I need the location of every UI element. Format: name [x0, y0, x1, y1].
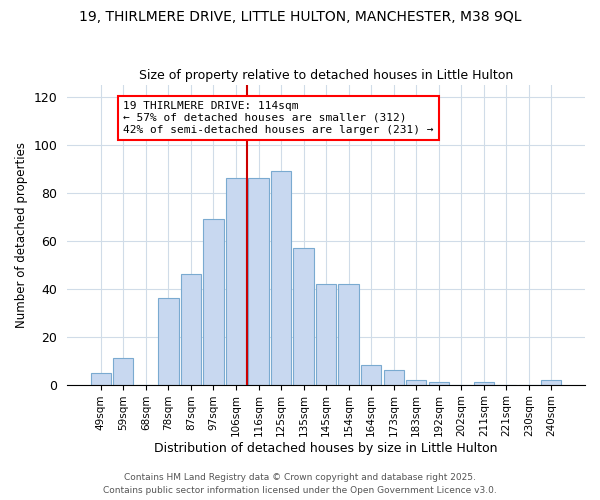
Bar	[181, 274, 201, 384]
Text: 19, THIRLMERE DRIVE, LITTLE HULTON, MANCHESTER, M38 9QL: 19, THIRLMERE DRIVE, LITTLE HULTON, MANC…	[79, 10, 521, 24]
Bar	[113, 358, 133, 384]
Bar	[226, 178, 246, 384]
Bar	[361, 366, 381, 384]
Bar	[406, 380, 427, 384]
Bar	[338, 284, 359, 384]
Bar	[158, 298, 179, 384]
Bar	[203, 219, 224, 384]
Bar	[271, 171, 291, 384]
Title: Size of property relative to detached houses in Little Hulton: Size of property relative to detached ho…	[139, 69, 513, 82]
Bar	[383, 370, 404, 384]
X-axis label: Distribution of detached houses by size in Little Hulton: Distribution of detached houses by size …	[154, 442, 498, 455]
Bar	[541, 380, 562, 384]
Bar	[293, 248, 314, 384]
Bar	[428, 382, 449, 384]
Bar	[248, 178, 269, 384]
Text: Contains HM Land Registry data © Crown copyright and database right 2025.
Contai: Contains HM Land Registry data © Crown c…	[103, 474, 497, 495]
Bar	[316, 284, 336, 384]
Bar	[91, 372, 111, 384]
Text: 19 THIRLMERE DRIVE: 114sqm
← 57% of detached houses are smaller (312)
42% of sem: 19 THIRLMERE DRIVE: 114sqm ← 57% of deta…	[124, 102, 434, 134]
Y-axis label: Number of detached properties: Number of detached properties	[15, 142, 28, 328]
Bar	[473, 382, 494, 384]
